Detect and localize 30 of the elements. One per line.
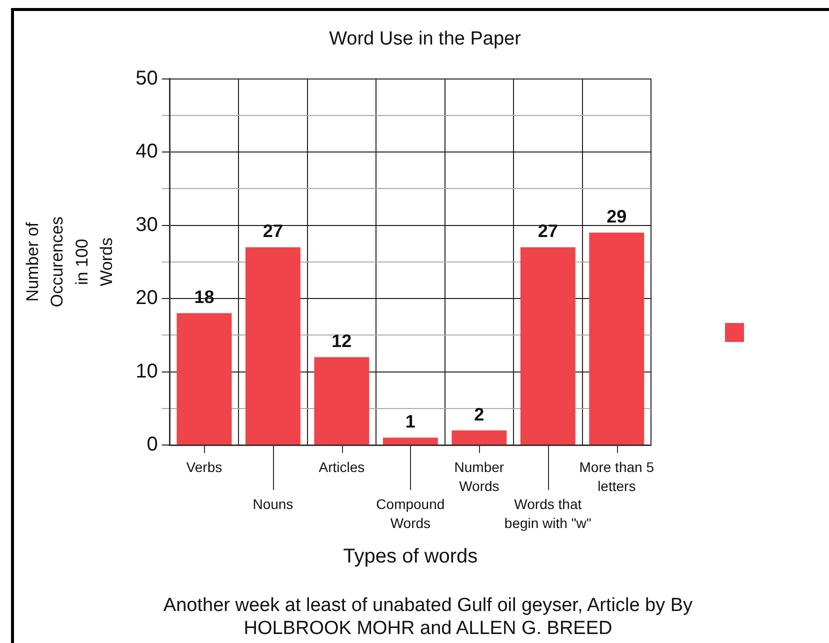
- x-axis-title: Types of words: [343, 546, 478, 568]
- y-tick-label: 30: [136, 214, 158, 236]
- x-tick-label: Nouns: [252, 496, 294, 512]
- x-tick-label: Articles: [318, 458, 365, 475]
- y-tick-label: 40: [136, 140, 158, 163]
- data-label: 2: [474, 404, 484, 424]
- data-label: 29: [606, 206, 627, 227]
- x-tick-label: Compound Words: [376, 496, 445, 531]
- x-tick-label: Number Words: [454, 458, 504, 494]
- y-tick-label: 20: [136, 287, 158, 310]
- data-label: 27: [538, 221, 558, 242]
- bar: [452, 430, 507, 444]
- bar: [520, 247, 576, 444]
- chart-title: Word Use in the Paper: [329, 28, 522, 50]
- bar: [314, 357, 370, 444]
- y-tick-label: 0: [146, 434, 158, 456]
- data-label: 12: [332, 331, 352, 352]
- data-label: 1: [405, 412, 416, 432]
- x-tick-label: Words that begin with "w": [504, 496, 592, 531]
- bar: [176, 313, 232, 444]
- y-axis-title: Number of Occurences in 100 Words: [23, 216, 116, 308]
- bar: [245, 247, 300, 444]
- x-tick-label: More than 5 letters: [579, 458, 654, 494]
- y-tick-label: 10: [136, 360, 158, 382]
- bar: [382, 438, 438, 444]
- data-label: 27: [262, 221, 283, 242]
- bar: [589, 232, 644, 444]
- x-tick-label: Verbs: [186, 458, 222, 475]
- y-tick-label: 50: [136, 67, 158, 90]
- text: Another week at least of unabated Gulf oil geyser, Article by By HOLBROOK MOHR and ALLEN G. BREED: [162, 594, 694, 640]
